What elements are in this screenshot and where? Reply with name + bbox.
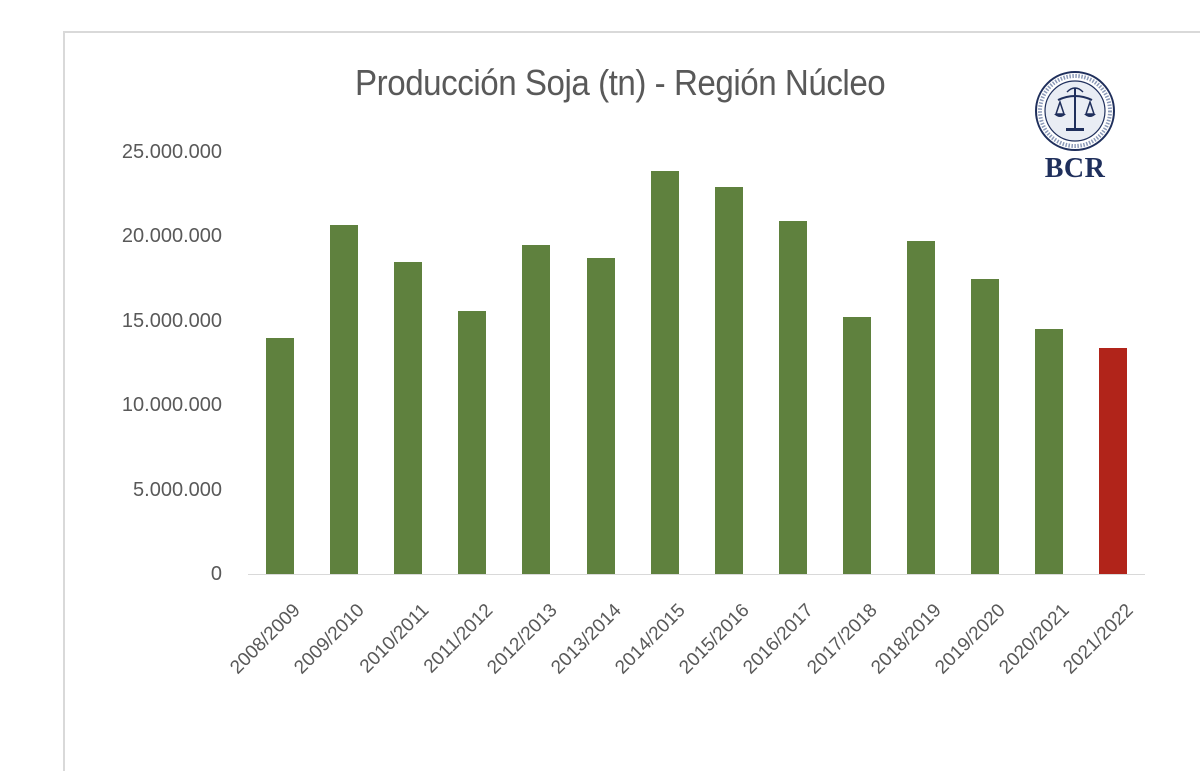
y-tick-label: 25.000.000 [121, 141, 222, 163]
bar-2008-2009 [266, 337, 294, 574]
chart-title: Producción Soja (tn) - Región Núcleo [355, 62, 886, 103]
bar-2017-2018 [842, 317, 871, 574]
bar-2016-2017 [778, 221, 807, 574]
y-tick-label: 15.000.000 [121, 309, 222, 332]
bar-2009-2010 [330, 224, 359, 574]
y-tick-label: 5.000.000 [133, 478, 222, 501]
bar-2012-2013 [522, 244, 551, 574]
y-tick-label: 10.000.000 [121, 394, 222, 417]
bar-2010-2011 [394, 261, 423, 574]
y-tick-label: 0 [210, 563, 222, 585]
bar-2011-2012 [458, 310, 487, 574]
bar-2018-2019 [907, 241, 935, 574]
bar-2014-2015 [650, 170, 679, 574]
x-axis-line [248, 574, 1145, 575]
bcr-logo: BCR [1030, 70, 1120, 185]
bar-2015-2016 [714, 187, 743, 574]
chart-area [63, 31, 1200, 771]
bar-2019-2020 [971, 278, 1000, 574]
bar-2021-2022 [1099, 347, 1128, 574]
y-tick-label: 20.000.000 [121, 225, 222, 248]
bcr-logo-text: BCR [1044, 153, 1106, 184]
bcr-seal-icon [1035, 71, 1115, 151]
bar-2020-2021 [1035, 329, 1064, 574]
bar-2013-2014 [586, 258, 615, 574]
